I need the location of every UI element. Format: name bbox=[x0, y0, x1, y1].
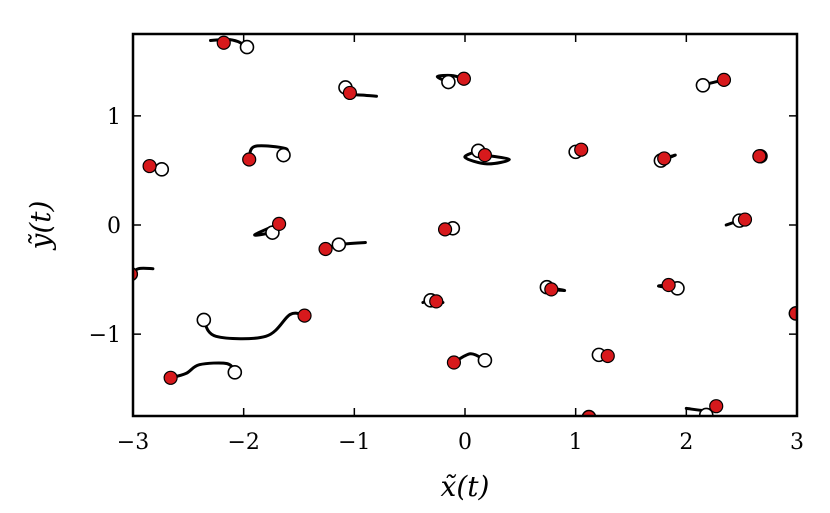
final-position-marker bbox=[737, 212, 753, 227]
trajectory-line bbox=[169, 361, 237, 380]
initial-position-marker bbox=[154, 162, 170, 177]
initial-position-marker bbox=[695, 77, 711, 93]
y-tick-label: 1 bbox=[107, 105, 121, 130]
trajectory-line bbox=[202, 311, 306, 341]
x-axis-label: x̃(t) bbox=[441, 470, 490, 503]
y-tick-label: 0 bbox=[107, 214, 121, 239]
final-position-marker bbox=[429, 294, 444, 309]
initial-position-marker bbox=[276, 147, 291, 163]
y-tick-label: −1 bbox=[89, 323, 121, 348]
final-position-marker bbox=[297, 308, 312, 323]
initial-position-marker bbox=[227, 365, 243, 380]
final-position-marker bbox=[657, 151, 672, 166]
trajectory-line bbox=[133, 266, 155, 275]
trajectory-line bbox=[463, 149, 511, 166]
initial-position-marker bbox=[477, 353, 493, 368]
initial-position-marker bbox=[441, 74, 456, 90]
plot-area-background bbox=[133, 34, 797, 416]
final-position-marker bbox=[709, 399, 724, 414]
final-position-marker bbox=[477, 148, 493, 163]
final-position-marker bbox=[661, 277, 676, 293]
final-position-marker bbox=[574, 142, 589, 157]
initial-position-marker bbox=[196, 312, 212, 328]
final-position-marker bbox=[271, 216, 287, 232]
initial-position-marker bbox=[239, 39, 255, 55]
final-position-marker bbox=[752, 149, 767, 164]
final-position-marker bbox=[437, 222, 453, 237]
final-position-marker bbox=[242, 152, 257, 167]
final-position-marker bbox=[216, 35, 231, 50]
x-tick-label: −1 bbox=[338, 430, 370, 455]
final-position-marker bbox=[133, 267, 138, 281]
final-position-marker bbox=[142, 158, 157, 174]
y-axis-label: ỹ(t) bbox=[24, 201, 57, 252]
final-position-marker bbox=[456, 71, 471, 86]
x-tick-label: −2 bbox=[227, 430, 259, 455]
final-position-marker bbox=[318, 241, 333, 257]
x-tick-label: 0 bbox=[458, 430, 472, 455]
final-position-marker bbox=[716, 72, 732, 87]
x-tick-label: 1 bbox=[569, 430, 583, 455]
x-tick-label: −3 bbox=[117, 430, 149, 455]
final-position-marker bbox=[342, 85, 358, 101]
final-position-marker bbox=[544, 282, 559, 297]
final-position-marker bbox=[163, 370, 178, 385]
final-position-marker bbox=[600, 348, 615, 364]
marker-layer bbox=[133, 35, 797, 416]
x-tick-label: 3 bbox=[790, 430, 804, 455]
initial-position-marker bbox=[331, 237, 347, 252]
final-position-marker bbox=[446, 355, 462, 370]
tick-layer: −3 −2 −1 0 1 2 3 −1 0 1 bbox=[89, 34, 804, 455]
x-tick-label: 2 bbox=[679, 430, 693, 455]
final-position-marker bbox=[581, 409, 596, 416]
